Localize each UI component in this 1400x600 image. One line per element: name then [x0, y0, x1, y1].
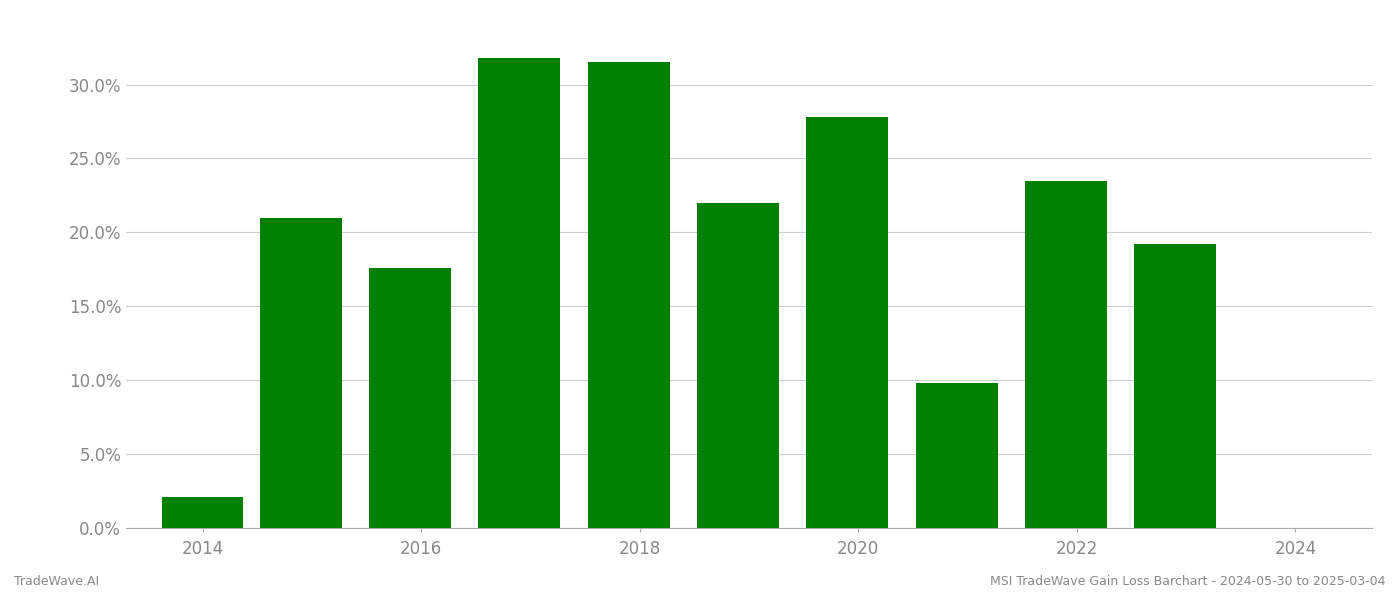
Bar — [588, 62, 669, 528]
Bar — [806, 117, 889, 528]
Bar — [260, 218, 342, 528]
Bar — [479, 58, 560, 528]
Text: MSI TradeWave Gain Loss Barchart - 2024-05-30 to 2025-03-04: MSI TradeWave Gain Loss Barchart - 2024-… — [991, 575, 1386, 588]
Bar — [1134, 244, 1217, 528]
Text: TradeWave.AI: TradeWave.AI — [14, 575, 99, 588]
Bar — [370, 268, 451, 528]
Bar — [697, 203, 778, 528]
Bar — [161, 497, 244, 528]
Bar — [1025, 181, 1107, 528]
Bar — [916, 383, 998, 528]
